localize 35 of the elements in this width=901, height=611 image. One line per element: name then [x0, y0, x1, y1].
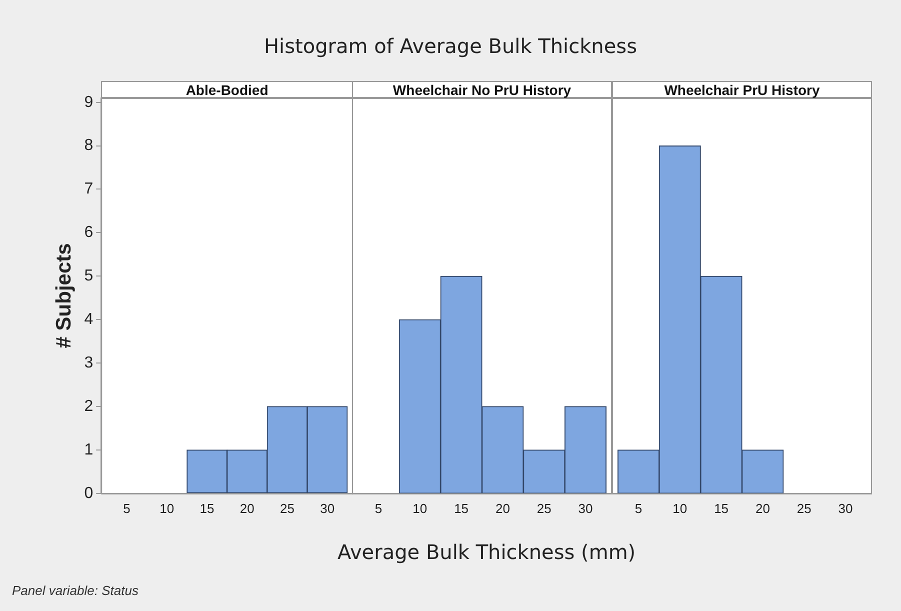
chart-subtitle: Wheelchair PrU History [612, 81, 872, 98]
text: Histogram of Average Bulk Thickness [263, 34, 638, 58]
y-tick-label: 2 [84, 398, 94, 415]
text: Panel variable: Status [12, 583, 138, 598]
x-tick-label: 5 [123, 500, 130, 516]
x-tick-label: 25 [280, 500, 294, 516]
x-tick-label: 30 [320, 500, 335, 516]
x-tick-label: 5 [634, 500, 642, 516]
x-tick-label: 5 [374, 500, 382, 516]
chart-subtitle: Wheelchair No PrU History [352, 81, 612, 98]
y-tick-label: 5 [84, 268, 94, 285]
x-tick-label: 20 [755, 500, 770, 516]
y-tick-label: 6 [84, 224, 94, 242]
y-tick-label: 8 [84, 137, 94, 154]
x-tick-label: 15 [714, 500, 729, 516]
x-tick-label: 10 [412, 500, 428, 516]
x-tick-label: 20 [495, 500, 510, 516]
x-tick-label: 10 [160, 500, 174, 516]
x-tick-label: 10 [672, 500, 688, 516]
y-tick-label: 0 [84, 484, 94, 502]
x-tick-label: 25 [536, 500, 552, 516]
x-axis-title: Average Bulk Thickness (mm) [336, 540, 637, 564]
y-tick-label: 1 [84, 441, 94, 458]
y-tick-label: 7 [84, 180, 94, 198]
y-tick-label: 9 [84, 94, 94, 111]
x-tick-label: 20 [240, 500, 254, 516]
y-tick-label: 4 [84, 311, 94, 328]
x-tick-label: 15 [454, 500, 469, 516]
x-tick-label: 15 [200, 500, 214, 516]
y-axis-title: # Subjects [52, 243, 76, 348]
x-tick-label: 30 [838, 500, 853, 516]
y-tick-label: 3 [84, 354, 94, 372]
chart-subtitle: Able-Bodied [101, 81, 353, 98]
x-tick-label: 25 [796, 500, 812, 516]
x-tick-label: 30 [578, 500, 593, 516]
